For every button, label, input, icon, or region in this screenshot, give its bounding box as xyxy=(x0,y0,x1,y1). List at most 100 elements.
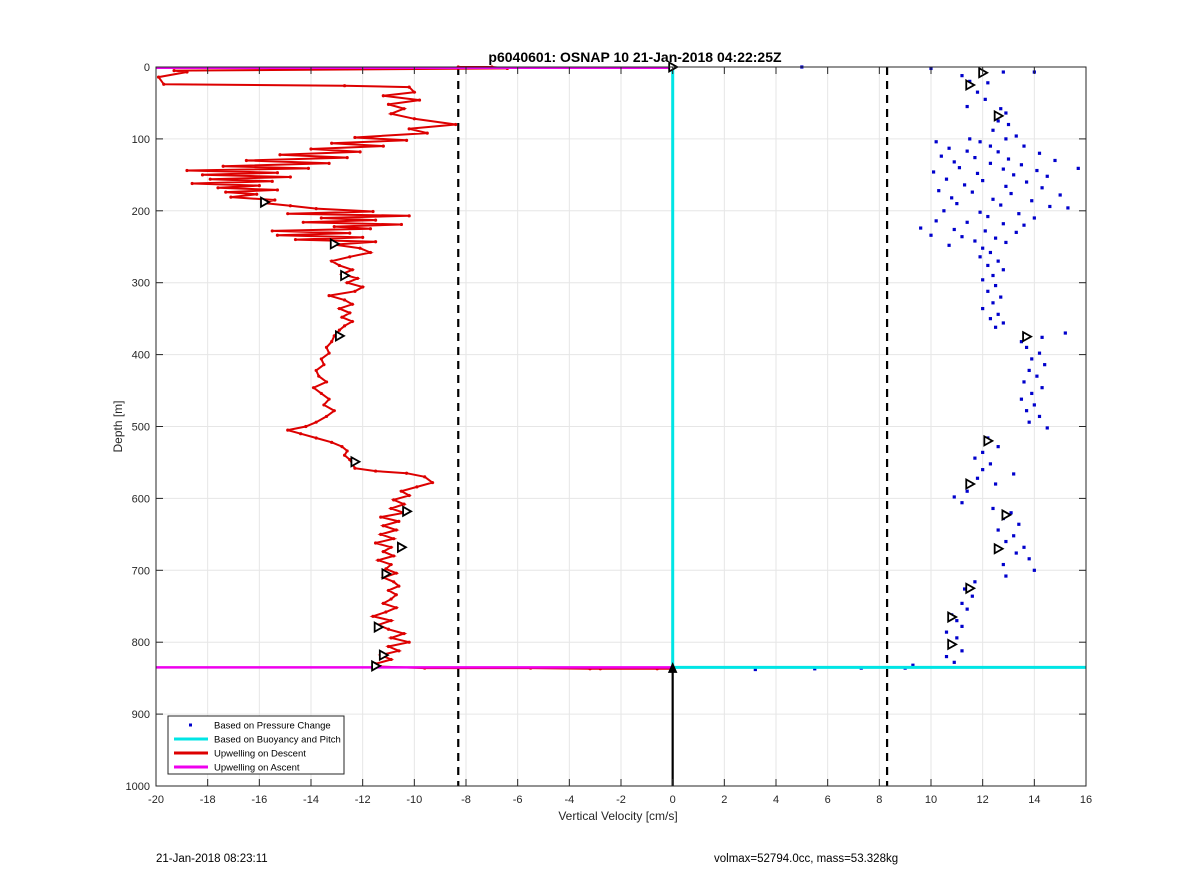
pressure-point xyxy=(1045,426,1049,430)
pressure-point xyxy=(975,171,980,176)
x-tick-label: -2 xyxy=(616,794,626,806)
descent-point xyxy=(273,198,277,202)
pressure-point xyxy=(988,250,993,255)
pressure-point xyxy=(993,325,998,329)
pressure-point xyxy=(1022,545,1026,549)
pressure-point xyxy=(975,476,980,480)
pressure-point xyxy=(993,283,998,288)
descent-point xyxy=(309,147,313,151)
descent-point xyxy=(381,601,385,605)
pressure-point xyxy=(999,107,1003,111)
pressure-point xyxy=(1063,331,1067,335)
pressure-point xyxy=(996,150,1000,154)
pressure-point xyxy=(1004,184,1008,188)
descent-point xyxy=(384,567,388,571)
pressure-point xyxy=(968,79,972,83)
y-tick-label: 0 xyxy=(144,62,150,74)
descent-marker xyxy=(335,329,346,342)
pressure-point xyxy=(942,209,946,213)
pressure-marker xyxy=(1001,508,1013,521)
descent-point xyxy=(286,212,290,216)
pressure-point xyxy=(1030,391,1034,396)
pressure-point xyxy=(952,160,956,164)
descent-point xyxy=(345,449,349,453)
descent-point xyxy=(392,498,396,502)
pressure-point xyxy=(1035,168,1039,173)
x-tick-label: -12 xyxy=(355,794,371,806)
legend-label: Based on Buoyancy and Pitch xyxy=(214,735,341,746)
descent-point xyxy=(407,85,411,89)
descent-point xyxy=(381,550,385,554)
descent-point xyxy=(314,207,318,211)
descent-point xyxy=(389,657,393,662)
pressure-point xyxy=(960,601,964,605)
descent-point xyxy=(319,357,323,361)
pressure-point xyxy=(991,128,995,132)
x-tick-label: 8 xyxy=(876,794,882,806)
descent-point xyxy=(404,471,409,475)
descent-point xyxy=(270,229,274,233)
pressure-point xyxy=(1022,144,1026,148)
descent-point xyxy=(301,220,305,224)
descent-point xyxy=(299,432,303,436)
x-tick-label: 4 xyxy=(773,794,779,806)
pressure-point xyxy=(978,210,982,214)
pressure-point xyxy=(996,259,1000,263)
descent-point xyxy=(381,144,385,148)
pressure-point xyxy=(981,246,985,250)
descent-point xyxy=(224,190,228,194)
descent-point xyxy=(327,294,331,298)
pressure-point xyxy=(962,183,967,187)
x-tick-label: 14 xyxy=(1028,794,1040,806)
x-tick-label: -4 xyxy=(564,794,574,806)
descent-point xyxy=(373,218,378,222)
legend-entry: Upwelling on Ascent xyxy=(174,763,300,774)
x-tick-label: -20 xyxy=(148,794,164,806)
descent-point xyxy=(353,466,357,470)
descent-marker xyxy=(373,621,385,634)
descent-marker xyxy=(371,659,382,672)
reference-lines xyxy=(457,67,889,786)
descent-point xyxy=(162,82,166,86)
y-tick-label: 700 xyxy=(132,565,150,577)
descent-point xyxy=(327,351,331,355)
y-tick-label: 600 xyxy=(132,493,150,505)
pressure-point xyxy=(986,289,990,293)
descent-point xyxy=(286,428,290,432)
descent-point xyxy=(342,298,347,302)
pressure-point xyxy=(1019,397,1024,401)
pressure-point xyxy=(955,619,959,623)
pressure-point xyxy=(1040,386,1044,390)
descent-point xyxy=(389,636,393,640)
descent-point xyxy=(304,424,308,429)
descent-point xyxy=(373,469,378,473)
pressure-point xyxy=(1027,557,1031,561)
pressure-point xyxy=(1001,268,1005,272)
pressure-point xyxy=(1053,158,1057,163)
pressure-point xyxy=(1009,511,1013,515)
y-tick-label: 300 xyxy=(132,278,150,290)
pressure-point xyxy=(952,495,956,499)
pressure-point xyxy=(1040,335,1044,339)
pressure-point xyxy=(1014,551,1018,555)
x-tick-label: 10 xyxy=(925,794,937,806)
descent-point xyxy=(376,558,380,562)
pressure-marker xyxy=(1022,330,1033,343)
descent-point xyxy=(324,414,329,419)
descent-point xyxy=(350,319,354,324)
pressure-point xyxy=(981,450,985,454)
pressure-marker xyxy=(993,542,1005,555)
descent-point xyxy=(454,122,458,127)
pressure-point xyxy=(996,119,1000,123)
descent-point xyxy=(407,493,411,498)
descent-point xyxy=(327,397,331,401)
pressure-point xyxy=(973,580,977,584)
pressure-point xyxy=(1012,472,1016,476)
legend-label: Based on Pressure Change xyxy=(214,721,331,732)
pressure-point xyxy=(999,295,1003,299)
pressure-point xyxy=(1017,212,1021,216)
pressure-point xyxy=(1027,368,1031,373)
x-tick-label: 12 xyxy=(977,794,989,806)
pressure-point xyxy=(965,104,969,109)
